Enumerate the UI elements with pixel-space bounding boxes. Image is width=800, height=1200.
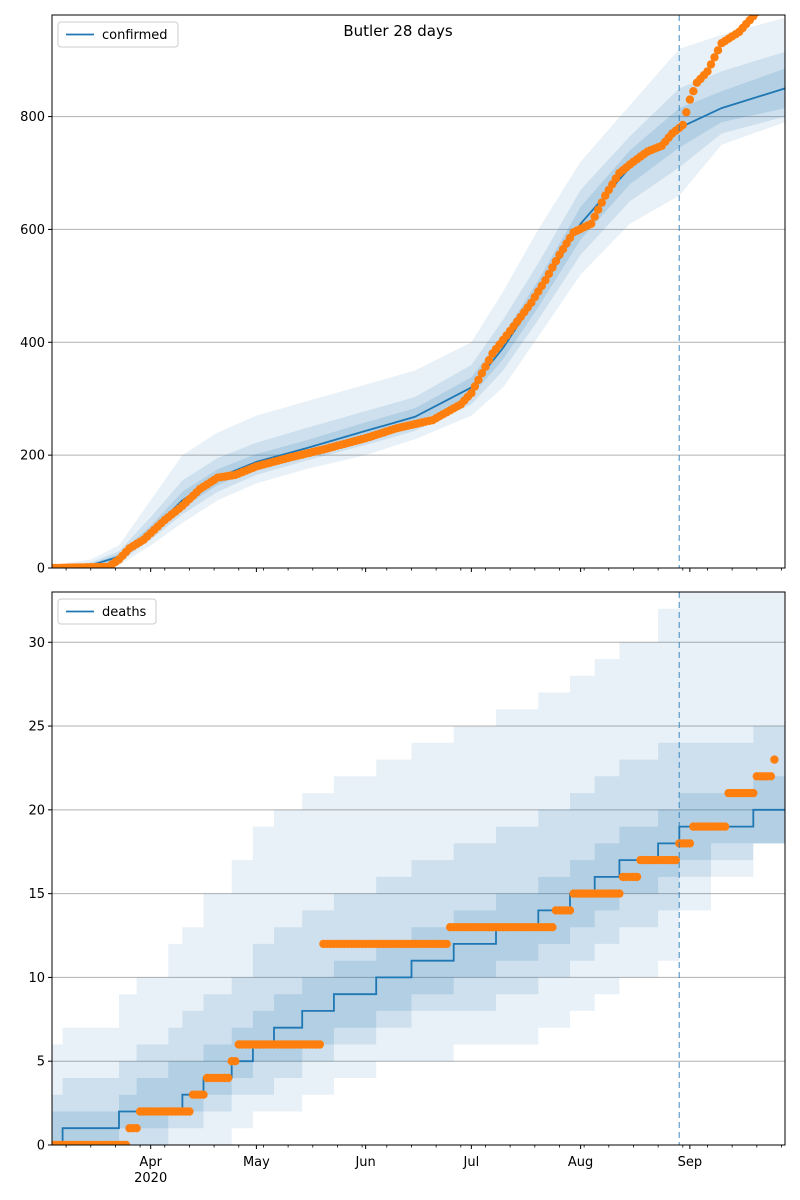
- x-tick-sublabel: 2020: [134, 1171, 167, 1186]
- x-tick-label: Jun: [354, 1155, 375, 1170]
- x-tick-label: Jul: [463, 1155, 480, 1170]
- observed-point: [689, 87, 698, 96]
- observed-point: [551, 257, 561, 266]
- legend-box: [57, 598, 157, 625]
- observed-point: [720, 822, 730, 831]
- observed-point: [121, 1140, 131, 1145]
- observed-point: [548, 923, 557, 932]
- y-tick-label: 0: [37, 562, 45, 577]
- legend-label: deaths: [102, 605, 147, 620]
- observed-point: [565, 906, 575, 915]
- observed-point: [484, 356, 494, 365]
- observed-point: [597, 198, 606, 207]
- x-tick-label: Aug: [568, 1155, 593, 1170]
- chart-title: Butler 28 days: [343, 22, 452, 40]
- observed-point: [544, 269, 554, 279]
- observed-point: [541, 276, 550, 285]
- y-tick-label: 5: [37, 1055, 45, 1070]
- axes-frame: [51, 14, 786, 569]
- observed-point: [477, 369, 487, 378]
- x-tick-label: May: [243, 1155, 270, 1170]
- y-tick-label: 15: [28, 887, 45, 902]
- observed-point: [132, 1124, 141, 1133]
- observed-point: [703, 67, 712, 76]
- x-tick-label: Apr: [139, 1155, 162, 1170]
- legend-label: confirmed: [102, 28, 168, 43]
- observed-point: [470, 382, 480, 391]
- observed-point: [749, 788, 758, 798]
- plot-area: [52, 15, 785, 568]
- y-tick-label: 0: [37, 1139, 45, 1154]
- y-tick-label: 200: [20, 449, 45, 464]
- confirmed-panel: 0 200 400 600 800 confirmed: [20, 14, 786, 577]
- observed-point: [682, 108, 691, 117]
- y-tick-label: 800: [20, 110, 45, 125]
- y-tick-label: 25: [28, 720, 45, 735]
- observed-point: [770, 755, 779, 764]
- y-tick-label: 30: [28, 636, 45, 651]
- uncertainty-band-2: [52, 726, 785, 1145]
- observed-point: [749, 15, 758, 21]
- observed-point: [442, 939, 451, 949]
- y-tick-label: 20: [28, 803, 45, 818]
- observed-point: [678, 120, 687, 130]
- observed-point: [224, 1073, 233, 1083]
- legend: deaths: [57, 598, 157, 625]
- observed-point: [685, 95, 695, 104]
- observed-point: [710, 53, 719, 62]
- observed-point: [231, 1057, 240, 1066]
- uncertainty-band-1: [52, 17, 785, 568]
- observed-point: [481, 362, 490, 371]
- x-tick-label: Sep: [678, 1155, 703, 1170]
- uncertainty-band-2: [52, 51, 785, 568]
- legend-box: [57, 21, 179, 48]
- observed-point: [615, 889, 624, 898]
- observed-point: [467, 388, 476, 398]
- observed-point: [594, 205, 603, 214]
- observed-point: [587, 219, 596, 228]
- observed-point: [185, 1107, 194, 1116]
- observed-point: [590, 212, 599, 221]
- plot-area: [52, 592, 785, 1145]
- observed-point: [199, 1090, 208, 1099]
- axes-frame: [51, 591, 786, 1146]
- y-tick-label: 600: [20, 223, 45, 238]
- observed-point: [713, 46, 723, 55]
- uncertainty-band-1: [52, 592, 785, 1145]
- observed-point: [671, 855, 680, 865]
- observed-point: [315, 1040, 324, 1049]
- observed-point: [548, 263, 557, 272]
- y-tick-label: 10: [28, 971, 45, 986]
- observed-point: [766, 772, 776, 781]
- observed-point: [685, 839, 695, 848]
- observed-point: [632, 872, 642, 882]
- observed-point: [474, 375, 483, 385]
- observed-point: [706, 60, 716, 69]
- legend: confirmed: [57, 21, 179, 48]
- y-tick-label: 400: [20, 336, 45, 351]
